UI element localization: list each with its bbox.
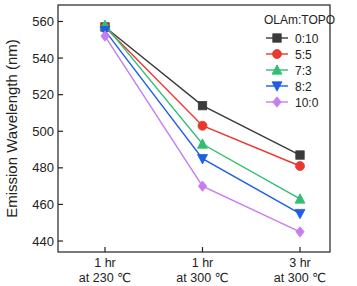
y-tick xyxy=(58,167,63,168)
x-tick-label-line: at 300 ℃ xyxy=(176,271,228,285)
plot-area xyxy=(100,20,305,237)
data-point xyxy=(198,181,206,191)
series-line xyxy=(105,36,300,232)
legend-label: 7:3 xyxy=(295,64,312,78)
series-line xyxy=(105,27,300,155)
y-tick-label: 520 xyxy=(32,87,54,102)
data-point xyxy=(295,209,305,218)
legend-label: 5:5 xyxy=(295,48,312,62)
legend-label: 0:10 xyxy=(295,32,319,46)
x-tick-label-line: at 300 ℃ xyxy=(274,271,326,285)
legend-marker xyxy=(273,34,281,42)
x-tick xyxy=(202,247,203,252)
x-tick xyxy=(104,247,105,252)
data-point xyxy=(296,227,304,237)
x-tick-label-line: at 230 ℃ xyxy=(79,271,131,285)
legend-label: 10:0 xyxy=(295,96,319,110)
legend-marker xyxy=(272,65,282,74)
plot-frame xyxy=(58,5,330,252)
x-tick-label: 3 hrat 300 ℃ xyxy=(274,256,326,285)
y-tick-label: 480 xyxy=(32,160,54,175)
data-point xyxy=(198,101,206,109)
y-tick-label: 440 xyxy=(32,234,54,249)
x-tick-label-line: 1 hr xyxy=(94,256,116,270)
legend-marker xyxy=(273,50,282,59)
y-tick xyxy=(58,240,63,241)
y-tick-label: 460 xyxy=(32,197,54,212)
x-tick xyxy=(299,247,300,252)
data-point xyxy=(198,121,207,130)
y-tick-label: 500 xyxy=(32,124,54,139)
y-tick xyxy=(58,131,63,132)
y-tick xyxy=(58,57,63,58)
legend: OLAm:TOPO 0:10 5:5 7:3 8:2 10:0 xyxy=(264,13,335,110)
series-line xyxy=(105,31,300,214)
y-tick xyxy=(58,204,63,205)
x-tick-label-line: 3 hr xyxy=(289,256,311,270)
legend-label: 8:2 xyxy=(295,80,312,94)
legend-marker xyxy=(272,82,282,91)
series-line xyxy=(105,27,300,166)
chart: 440 460 480 500 520 540 560 Emission Wavelength… xyxy=(0,0,357,286)
data-point xyxy=(295,194,305,203)
legend-title: OLAm:TOPO xyxy=(264,13,335,27)
data-point xyxy=(101,31,109,41)
y-tick xyxy=(58,94,63,95)
y-tick-label: 540 xyxy=(32,51,54,66)
data-point xyxy=(296,151,304,159)
x-tick-label: 1 hrat 230 ℃ xyxy=(79,256,131,285)
y-tick xyxy=(58,21,63,22)
data-point xyxy=(198,139,208,148)
y-axis-label: Emission Wavelength (nm) xyxy=(3,39,20,218)
y-tick-label: 560 xyxy=(32,14,54,29)
data-point xyxy=(198,154,208,163)
x-tick-label-line: 1 hr xyxy=(192,256,214,270)
x-tick-label: 1 hrat 300 ℃ xyxy=(176,256,228,285)
data-point xyxy=(296,162,305,171)
legend-marker xyxy=(273,97,281,107)
series-line xyxy=(105,25,300,199)
